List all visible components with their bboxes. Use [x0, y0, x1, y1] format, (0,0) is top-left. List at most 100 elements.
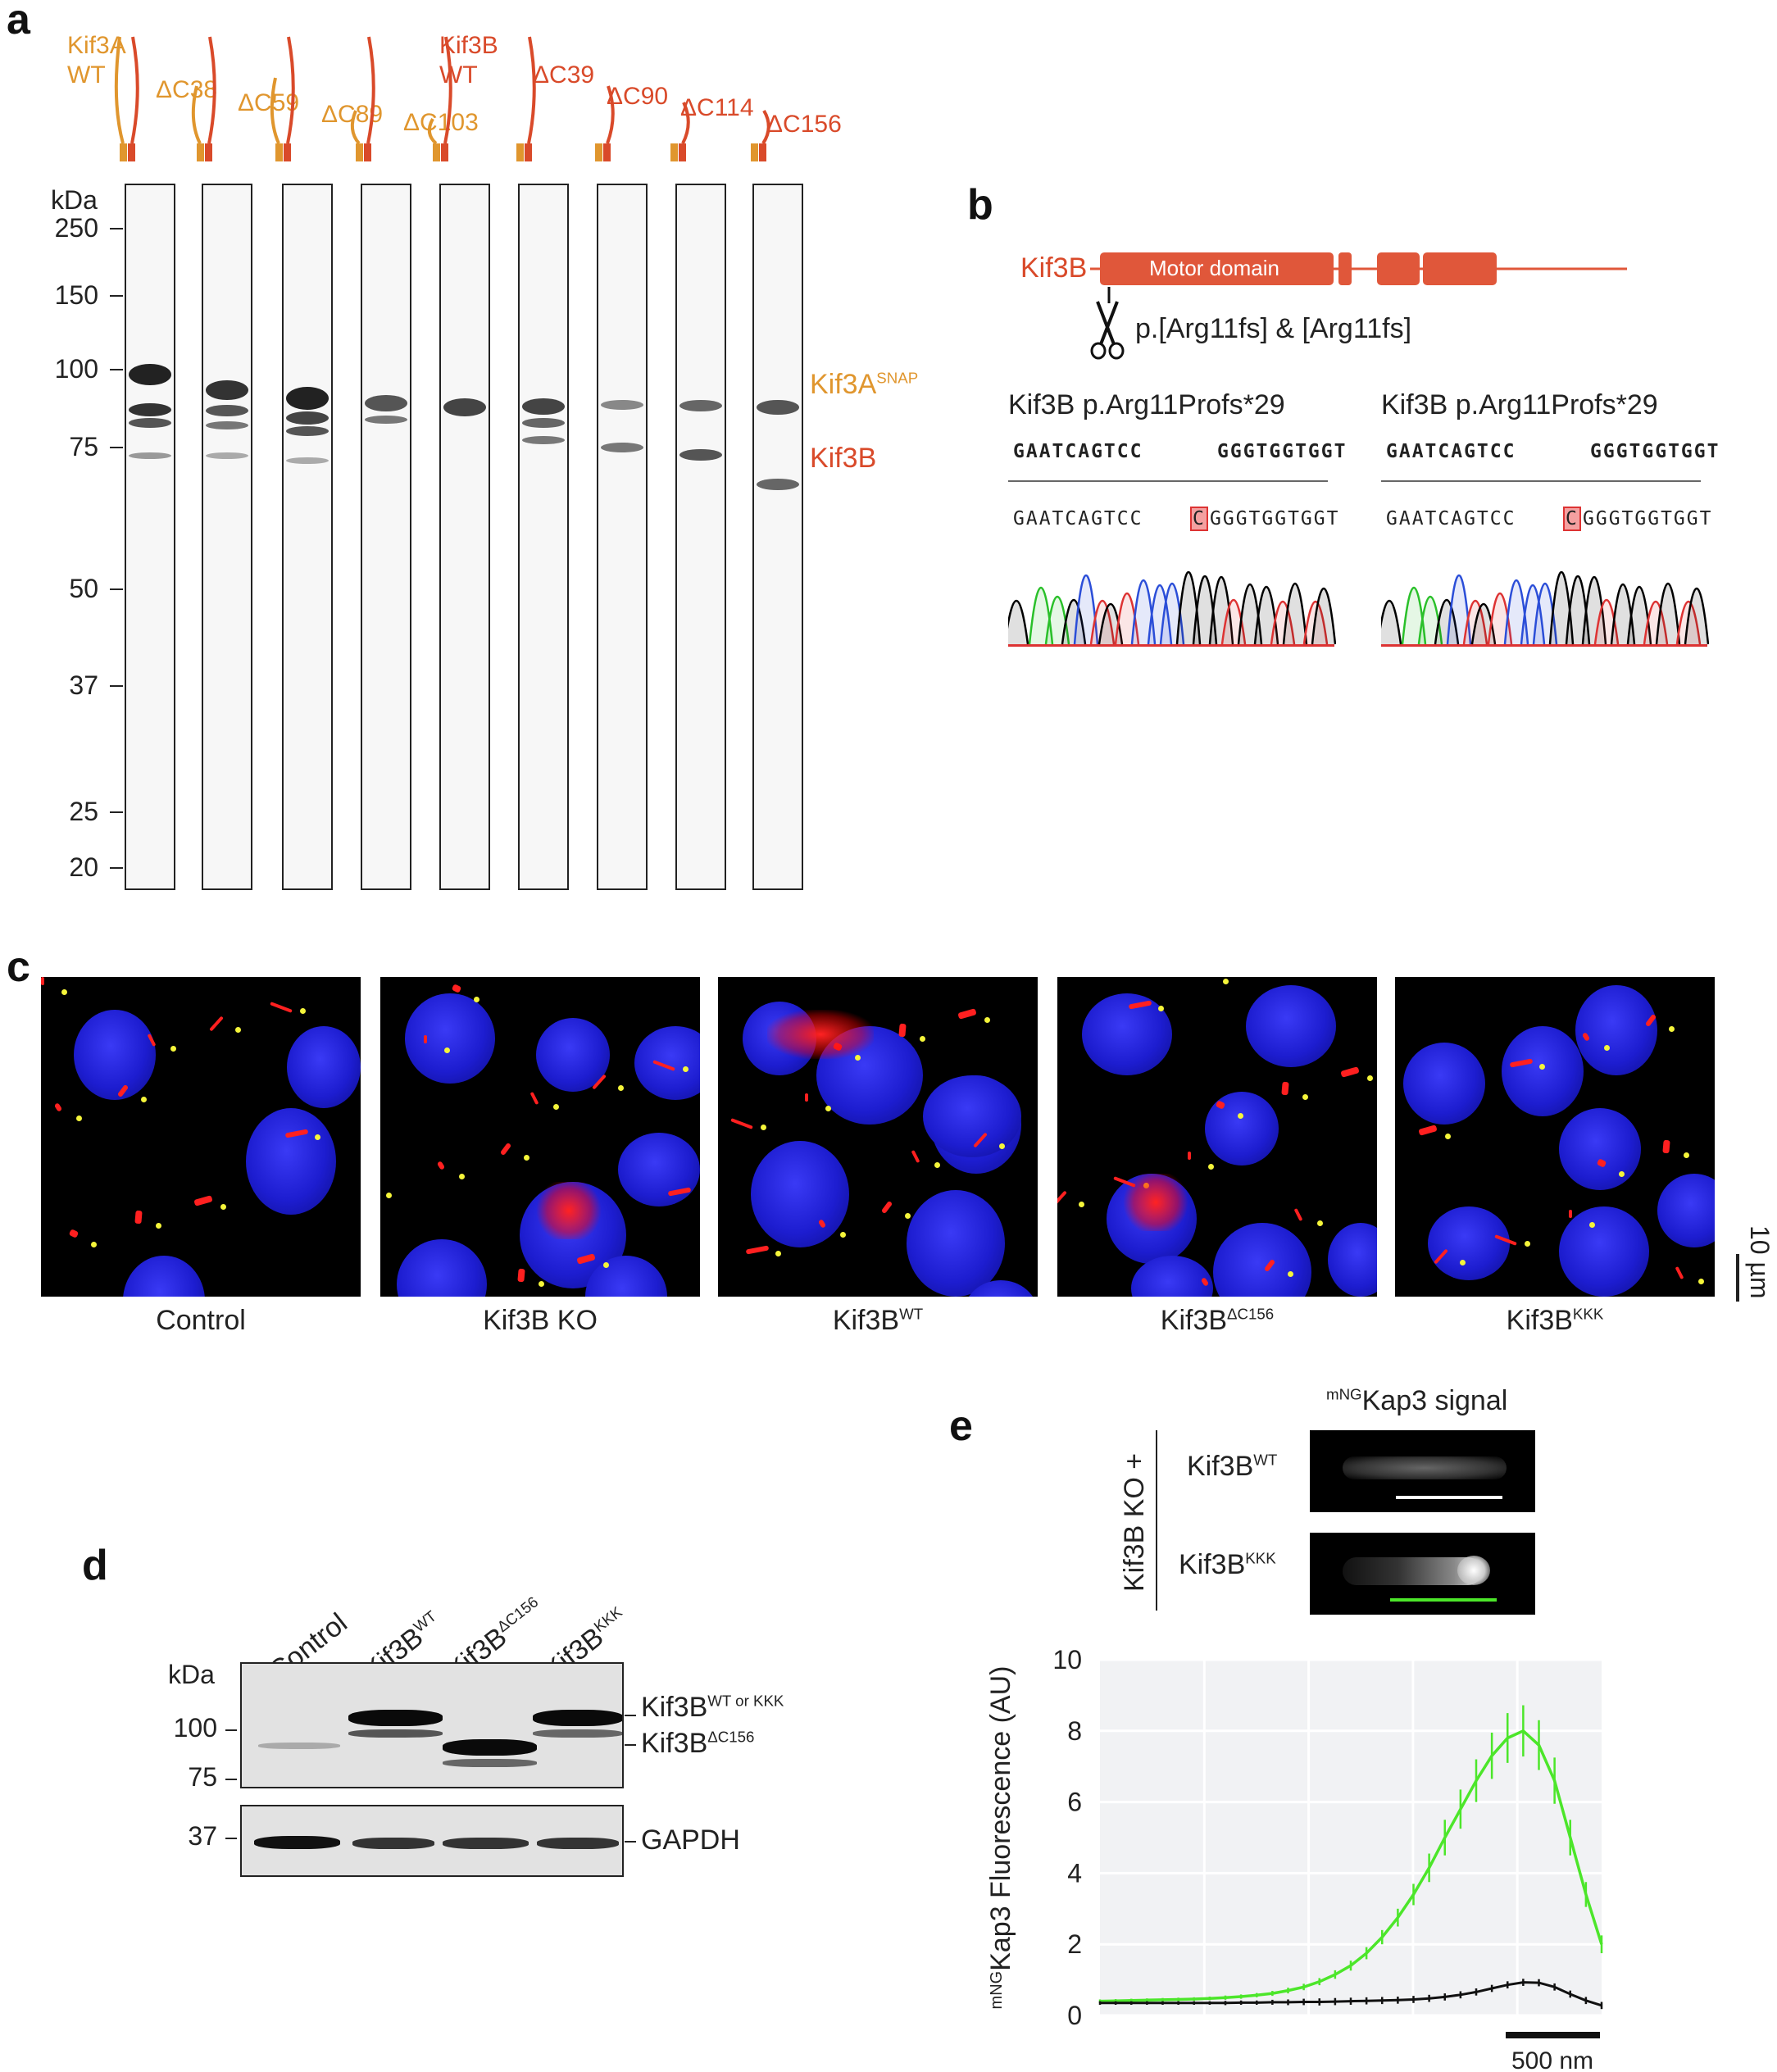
- mw-tick: [110, 228, 123, 229]
- nucleus: [1657, 1174, 1715, 1247]
- gel-lane-2: [282, 184, 333, 890]
- basal-body-mark: [1317, 1220, 1323, 1226]
- mw-75: 75: [69, 432, 98, 461]
- gel-band: [129, 364, 171, 385]
- basal-body-mark: [1208, 1164, 1214, 1170]
- nucleus: [1428, 1206, 1510, 1280]
- micrograph-3: [1057, 977, 1377, 1297]
- y-tick-2: 2: [1067, 1929, 1082, 1959]
- cilium-mark: [1340, 1066, 1360, 1078]
- nucleus: [74, 1010, 156, 1100]
- side-label: Kif3B KO +: [1119, 1452, 1150, 1592]
- panel-a-label: a: [7, 0, 30, 43]
- cilium-mark: [451, 984, 462, 993]
- basal-body-mark: [524, 1155, 529, 1161]
- nucleus: [397, 1239, 487, 1297]
- nucleus: [1575, 985, 1657, 1075]
- micrograph-4: [1395, 977, 1715, 1297]
- gel-band: [286, 457, 329, 464]
- mw-250: 250: [54, 213, 98, 243]
- y-tick-10: 10: [1052, 1645, 1082, 1674]
- basal-body-mark: [300, 1008, 306, 1014]
- cilium-mark: [957, 1008, 977, 1020]
- row-wt-label: Kif3BWT: [1187, 1451, 1278, 1482]
- construct-icon-3: [350, 36, 375, 161]
- kif3b-blot: [240, 1662, 624, 1788]
- red-cluster: [536, 1182, 602, 1239]
- cilium-mark: [880, 1200, 893, 1215]
- scale-bar-500nm: [1506, 2032, 1600, 2038]
- cilium-mark: [68, 1229, 80, 1238]
- basal-body-mark: [840, 1232, 846, 1238]
- cilium-mark: [1057, 1190, 1067, 1206]
- cilium-mark: [270, 1002, 293, 1013]
- gel-band: [522, 398, 565, 415]
- nucleus: [1328, 1223, 1377, 1297]
- basal-body-mark: [775, 1251, 781, 1256]
- basal-body-mark: [1525, 1241, 1530, 1247]
- construct-label-6: ΔC39: [533, 61, 595, 89]
- caption-sup: WT: [899, 1305, 924, 1323]
- basal-body-mark: [141, 1097, 147, 1102]
- construct-label-2: ΔC59: [238, 89, 300, 116]
- construct-label-9: ΔC156: [766, 111, 842, 138]
- mw-tick: [110, 685, 123, 687]
- mw-tick: [110, 447, 123, 448]
- read-insertion: C: [1190, 507, 1208, 531]
- micrograph-caption-0: Control: [41, 1305, 361, 1337]
- gel-band: [757, 400, 799, 415]
- cilium-mark: [193, 1195, 213, 1206]
- nucleus: [964, 1280, 1038, 1297]
- gel-band: [365, 395, 407, 411]
- gel-band: [522, 436, 565, 444]
- construct-icon-4: [427, 36, 452, 161]
- mw-20: 20: [69, 852, 98, 882]
- cilium-image-wt: [1310, 1430, 1535, 1512]
- cilium-mark: [53, 1102, 63, 1112]
- kif3b-dc156-band: Kif3BΔC156: [641, 1728, 755, 1759]
- mw-100: 100: [54, 354, 98, 384]
- kif3b-band-label: Kif3B: [810, 443, 877, 474]
- nucleus: [1403, 1043, 1485, 1125]
- cilium-mark: [209, 1016, 224, 1032]
- basal-body-mark: [920, 1036, 925, 1042]
- kda-label: kDa: [51, 185, 98, 215]
- ref-track: [1381, 480, 1701, 482]
- cilium-image-kkk: [1310, 1533, 1535, 1615]
- gel-band: [129, 418, 171, 428]
- motor-domain-label: Motor domain: [1149, 256, 1279, 280]
- gel-band: [129, 452, 171, 459]
- gel-lane-8: [752, 184, 803, 890]
- micrograph-caption-2: Kif3BWT: [718, 1305, 1038, 1337]
- cilium-mark: [1418, 1125, 1438, 1136]
- construct-label-1: ΔC38: [156, 76, 218, 103]
- cilium-mark: [1569, 1210, 1572, 1218]
- kif3b-wt-kkk-band: Kif3BWT or KKK: [641, 1692, 784, 1723]
- y-tick-6: 6: [1067, 1788, 1082, 1817]
- gapdh-label: GAPDH: [641, 1824, 740, 1856]
- nucleus: [287, 1026, 361, 1108]
- basal-body-mark: [683, 1066, 689, 1072]
- mw-tick: [110, 295, 123, 297]
- signal-title: mNGKap3 signal: [1326, 1385, 1508, 1416]
- basal-body-mark: [905, 1213, 911, 1219]
- gel-band: [286, 387, 329, 410]
- caption-sup: KKK: [1572, 1305, 1604, 1323]
- micrograph-caption-3: Kif3BΔC156: [1057, 1305, 1377, 1337]
- basal-body-mark: [170, 1046, 176, 1052]
- nucleus: [1213, 1223, 1311, 1297]
- basal-body-mark: [618, 1085, 624, 1091]
- construct-label-8: ΔC114: [680, 94, 754, 121]
- cilium-mark: [424, 1035, 427, 1043]
- read-seq-left: GAATCAGTCC: [1386, 508, 1516, 529]
- mw-37: 37: [188, 1821, 217, 1851]
- construct-label-0: Kif3A WT: [67, 32, 126, 89]
- scissors-icon: [1090, 287, 1125, 360]
- basal-body-mark: [539, 1281, 544, 1287]
- gel-lane-1: [202, 184, 252, 890]
- gene-label: Kif3B: [1020, 252, 1088, 284]
- mw-tick: [110, 369, 123, 370]
- construct-label-7: ΔC90: [607, 83, 669, 110]
- gel-band: [206, 380, 248, 400]
